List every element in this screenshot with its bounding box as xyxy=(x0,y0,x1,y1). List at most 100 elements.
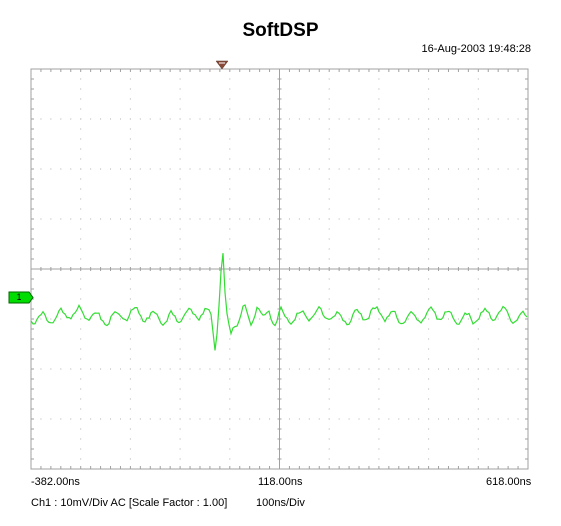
grid-dot xyxy=(428,238,430,240)
graticule-center-ticks xyxy=(30,68,529,470)
grid-dot xyxy=(159,418,161,420)
grid-dot xyxy=(428,218,430,220)
grid-dot xyxy=(199,168,201,170)
x-axis-right-label: 618.00ns xyxy=(486,476,532,488)
grid-dot xyxy=(149,318,151,320)
grid-dot xyxy=(328,428,330,430)
grid-dot xyxy=(517,368,519,370)
grid-dot xyxy=(50,418,52,420)
x-axis-left-label: -382.00ns xyxy=(31,476,80,488)
grid-dot xyxy=(80,228,82,230)
grid-dot xyxy=(129,328,131,330)
channel-1-marker-icon[interactable] xyxy=(8,291,34,304)
grid-dot xyxy=(179,88,181,90)
grid-dot xyxy=(328,88,330,90)
grid-dot xyxy=(328,338,330,340)
grid-dot xyxy=(447,318,449,320)
grid-dot xyxy=(229,168,231,170)
grid-dot xyxy=(378,288,380,290)
grid-dot xyxy=(487,118,489,120)
trigger-position-marker[interactable] xyxy=(215,60,229,70)
grid-dot xyxy=(40,418,42,420)
grid-dot xyxy=(80,318,82,320)
grid-dot xyxy=(517,168,519,170)
grid-dot xyxy=(229,148,231,150)
grid-dot xyxy=(90,318,92,320)
grid-dot xyxy=(378,88,380,90)
grid-dot xyxy=(229,78,231,80)
grid-dot xyxy=(477,88,479,90)
grid-dot xyxy=(457,218,459,220)
grid-dot xyxy=(179,368,181,370)
grid-dot xyxy=(378,368,380,370)
grid-dot xyxy=(80,428,82,430)
grid-dot xyxy=(328,378,330,380)
grid-dot xyxy=(110,118,112,120)
grid-dot xyxy=(477,448,479,450)
grid-dot xyxy=(179,388,181,390)
grid-dot xyxy=(129,98,131,100)
grid-dot xyxy=(477,208,479,210)
grid-dot xyxy=(269,118,271,120)
grid-dot xyxy=(398,368,400,370)
grid-dot xyxy=(229,138,231,140)
grid-dot xyxy=(129,228,131,230)
grid-dot xyxy=(219,118,221,120)
grid-dot xyxy=(418,168,420,170)
grid-dot xyxy=(229,188,231,190)
grid-dot xyxy=(80,248,82,250)
grid-dot xyxy=(318,318,320,320)
grid-dot xyxy=(388,368,390,370)
grid-dot xyxy=(447,168,449,170)
grid-dot xyxy=(368,418,370,420)
grid-dot xyxy=(418,368,420,370)
grid-dot xyxy=(209,368,211,370)
grid-dot xyxy=(378,278,380,280)
grid-dot xyxy=(428,378,430,380)
grid-dot xyxy=(179,248,181,250)
grid-dot xyxy=(398,118,400,120)
grid-dot xyxy=(378,258,380,260)
grid-dot xyxy=(477,138,479,140)
grid-dot xyxy=(477,418,479,420)
grid-dot xyxy=(229,408,231,410)
grid-dot xyxy=(408,118,410,120)
grid-dot xyxy=(129,238,131,240)
grid-dot xyxy=(80,458,82,460)
grid-dot xyxy=(80,378,82,380)
grid-dot xyxy=(139,418,141,420)
grid-dot xyxy=(90,168,92,170)
grid-dot xyxy=(229,248,231,250)
grid-dot xyxy=(259,218,261,220)
grid-dot xyxy=(328,358,330,360)
grid-dot xyxy=(189,368,191,370)
grid-dot xyxy=(129,148,131,150)
grid-dot xyxy=(477,228,479,230)
grid-dot xyxy=(199,418,201,420)
grid-dot xyxy=(229,208,231,210)
grid-dot xyxy=(179,378,181,380)
grid-dot xyxy=(189,418,191,420)
grid-dot xyxy=(129,128,131,130)
grid-dot xyxy=(80,158,82,160)
grid-dot xyxy=(229,178,231,180)
grid-dot xyxy=(199,218,201,220)
grid-dot xyxy=(368,318,370,320)
grid-dot xyxy=(378,358,380,360)
grid-dot xyxy=(179,108,181,110)
grid-dot xyxy=(179,98,181,100)
grid-dot xyxy=(80,278,82,280)
grid-dot xyxy=(428,198,430,200)
grid-dot xyxy=(358,218,360,220)
grid-dot xyxy=(288,218,290,220)
grid-dot xyxy=(467,218,469,220)
grid-dot xyxy=(328,108,330,110)
grid-dot xyxy=(229,438,231,440)
grid-dot xyxy=(378,428,380,430)
grid-dot xyxy=(447,118,449,120)
grid-dot xyxy=(169,218,171,220)
grid-dot xyxy=(239,168,241,170)
grid-dot xyxy=(378,338,380,340)
grid-dot xyxy=(259,168,261,170)
grid-dot xyxy=(477,98,479,100)
